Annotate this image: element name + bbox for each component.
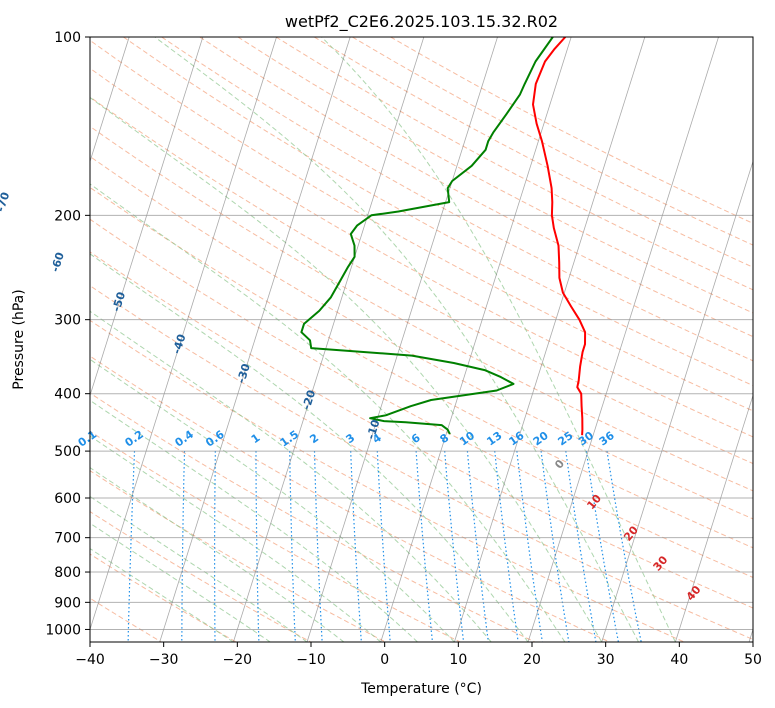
chart-title: wetPf2_C2E6.2025.103.15.32.R02 [285, 12, 558, 32]
moist-adiabat-line [90, 310, 492, 642]
mixing-ratio-line [415, 451, 434, 642]
moist-adiabat-line [90, 467, 345, 642]
isotherm-line [527, 37, 719, 642]
isotherm-line [306, 37, 498, 642]
dry-adiabat-line [90, 218, 753, 579]
dry-adiabat-line [90, 392, 536, 642]
x-tick-label: −20 [223, 652, 253, 668]
mixing-ratio-line [565, 451, 597, 642]
y-tick-label: 300 [54, 313, 81, 329]
mixing-ratio-line [214, 451, 216, 642]
y-tick-label: 200 [54, 208, 81, 224]
isotherm-line [90, 37, 130, 163]
y-tick-label: 600 [54, 491, 81, 507]
x-tick-label: 20 [523, 652, 541, 668]
isotherm-label: -20 [300, 388, 318, 411]
dry-adiabat-line [90, 251, 753, 609]
x-tick-label: −40 [75, 652, 105, 668]
isotherm-label: -30 [235, 362, 253, 385]
mixing-ratio-line [516, 451, 543, 642]
dewpoint-line [300, 37, 554, 435]
dry-adiabat-line [161, 37, 753, 362]
moist-adiabat-line [321, 37, 676, 642]
isotherm-line [159, 37, 351, 642]
dry-adiabat-line [90, 67, 753, 438]
moist-adiabat-line [90, 96, 603, 642]
x-tick-label: 30 [597, 652, 615, 668]
mixing-ratio-line [255, 451, 260, 642]
isotherm-label: -50 [110, 290, 128, 313]
sounding-traces [300, 37, 587, 436]
x-tick-label: −30 [149, 652, 179, 668]
isotherm-line [90, 37, 204, 397]
isotherm-label: -10 [364, 418, 382, 441]
mixing-ratio-line [313, 451, 323, 642]
dry-adiabat-line [199, 37, 753, 338]
dry-adiabat-line [90, 125, 753, 492]
isotherm-label: -60 [49, 250, 67, 273]
dry-adiabat-line [90, 186, 753, 549]
dry-adiabat-line [237, 37, 753, 314]
dry-adiabat-line [90, 430, 461, 642]
moist-adiabat-line [90, 253, 529, 642]
x-axis-ticks: −40 −30 −20 −10 0 10 20 30 40 50 [75, 642, 762, 668]
y-axis-ticks: 100 200 300 400 500 600 700 800 900 1000 [45, 30, 90, 638]
isotherm-line [601, 160, 753, 642]
y-tick-label: 1000 [45, 622, 81, 638]
x-tick-label: −10 [296, 652, 326, 668]
mixing-ratio-line [289, 451, 296, 642]
dry-adiabat-line [90, 39, 753, 412]
dry-adiabat-line [90, 553, 237, 642]
isotherm-line [232, 37, 425, 642]
isotherm-line [674, 394, 753, 642]
dry-adiabat-line [90, 511, 311, 642]
mixing-ratio-line [181, 451, 186, 642]
x-tick-label: 10 [449, 652, 467, 668]
y-tick-label: 400 [54, 387, 81, 403]
moist-adiabat-line [154, 37, 639, 642]
x-tick-label: 40 [670, 652, 688, 668]
y-axis-label: Pressure (hPa) [11, 289, 27, 389]
dry-adiabat-line [90, 319, 685, 642]
moist-adiabat-line [90, 399, 418, 642]
isotherm-line [380, 37, 572, 642]
isotherm-line [90, 37, 277, 631]
dry-adiabat-line [90, 597, 162, 642]
moist-adiabat-line [90, 183, 566, 642]
y-tick-label: 100 [54, 30, 81, 46]
dry-adiabat-line [90, 355, 610, 642]
mixing-ratio-line [494, 451, 519, 642]
background-lines [90, 37, 753, 642]
y-tick-label: 700 [54, 531, 81, 547]
y-tick-label: 500 [54, 444, 81, 460]
y-tick-label: 900 [54, 595, 81, 611]
mixing-ratio-line [376, 451, 391, 642]
mixing-ratio-line [127, 451, 136, 642]
moist-adiabat-line [90, 358, 455, 642]
grid-lines [90, 37, 753, 630]
isotherm-line [453, 37, 646, 642]
x-axis-label: Temperature (°C) [360, 681, 482, 697]
plot-frame [89, 36, 754, 643]
moist-adiabat-line [90, 435, 382, 642]
x-tick-label: 0 [380, 652, 389, 668]
mixing-ratio-line [350, 451, 362, 642]
temperature-line [532, 37, 587, 436]
moist-adiabat-line [90, 522, 271, 642]
x-tick-label: 50 [744, 652, 762, 668]
y-tick-label: 800 [54, 565, 81, 581]
mixing-ratio-line [444, 451, 465, 642]
dry-adiabat-line [90, 155, 753, 520]
mixing-ratio-line [540, 451, 570, 642]
isotherm-label: -40 [170, 332, 188, 355]
